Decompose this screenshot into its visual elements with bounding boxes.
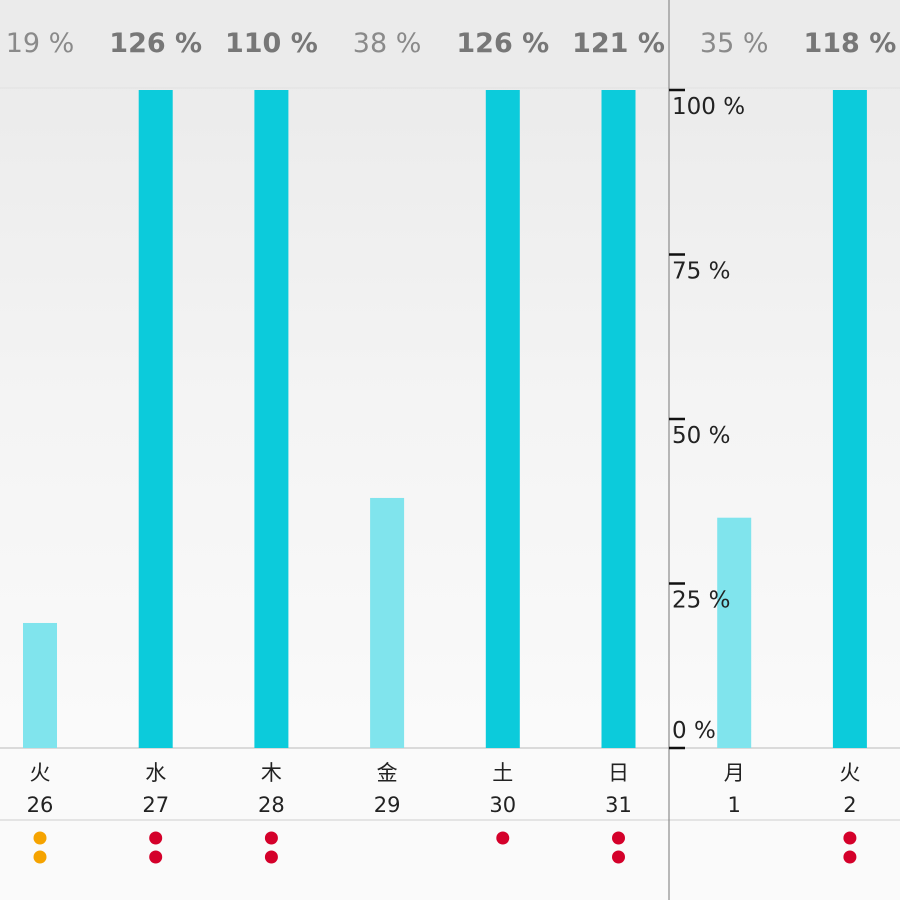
bar-1[interactable] xyxy=(138,90,173,748)
status-dot-5-0 xyxy=(612,831,625,845)
bar-0[interactable] xyxy=(23,622,57,748)
value-label-4: 126 % xyxy=(456,28,549,59)
status-dot-2-0 xyxy=(264,831,278,845)
status-dot-0-0 xyxy=(33,831,47,845)
weekday-label-1: 水 xyxy=(145,761,166,785)
y-tick-label-75: 75 % xyxy=(672,259,730,285)
y-axis: 0 % 25 % 50 % 75 % 100 % xyxy=(668,0,745,900)
date-label-6: 1 xyxy=(728,793,741,817)
status-dot-5-1 xyxy=(612,850,625,864)
weekday-label-5: 日 xyxy=(608,761,629,785)
date-axis-band xyxy=(0,748,900,900)
bar-7[interactable] xyxy=(832,90,867,748)
weekday-label-3: 金 xyxy=(377,761,398,785)
bar-6[interactable] xyxy=(717,517,752,748)
y-tick-label-50: 50 % xyxy=(672,423,730,449)
date-label-3: 29 xyxy=(374,793,401,817)
weekday-label-4: 土 xyxy=(492,761,513,785)
y-tick-label-0: 0 % xyxy=(672,718,716,744)
value-label-0: 19 % xyxy=(6,28,75,59)
bar-4[interactable] xyxy=(485,90,520,748)
weekday-label-6: 月 xyxy=(724,761,745,785)
dots-group xyxy=(33,831,857,864)
weekday-label-2: 木 xyxy=(261,761,282,785)
date-label-7: 2 xyxy=(843,793,856,817)
value-label-band xyxy=(0,0,900,88)
status-dot-0-1 xyxy=(33,850,47,864)
weekday-label-0: 火 xyxy=(30,761,51,785)
value-label-2: 110 % xyxy=(225,28,318,59)
date-label-0: 26 xyxy=(27,793,54,817)
status-dot-1-1 xyxy=(149,850,163,864)
weekday-label-7: 火 xyxy=(839,761,860,785)
value-label-1: 126 % xyxy=(109,28,202,59)
bar-2[interactable] xyxy=(254,90,289,748)
status-dot-7-1 xyxy=(843,850,857,864)
bar-3[interactable] xyxy=(370,497,405,748)
status-dot-1-0 xyxy=(149,831,163,845)
bar-5[interactable] xyxy=(601,90,636,748)
date-label-5: 31 xyxy=(605,793,632,817)
bars-group xyxy=(23,90,867,748)
value-label-6: 35 % xyxy=(700,28,769,59)
value-label-5: 121 % xyxy=(572,28,665,59)
status-dot-7-0 xyxy=(843,831,857,845)
status-dot-2-1 xyxy=(264,850,278,864)
value-label-3: 38 % xyxy=(353,28,422,59)
value-label-7: 118 % xyxy=(803,28,896,59)
date-label-2: 28 xyxy=(258,793,285,817)
y-tick-label-100: 100 % xyxy=(672,94,745,120)
y-tick-label-25: 25 % xyxy=(672,588,730,614)
date-label-4: 30 xyxy=(489,793,516,817)
status-dot-4-0 xyxy=(496,831,510,845)
date-label-1: 27 xyxy=(142,793,169,817)
